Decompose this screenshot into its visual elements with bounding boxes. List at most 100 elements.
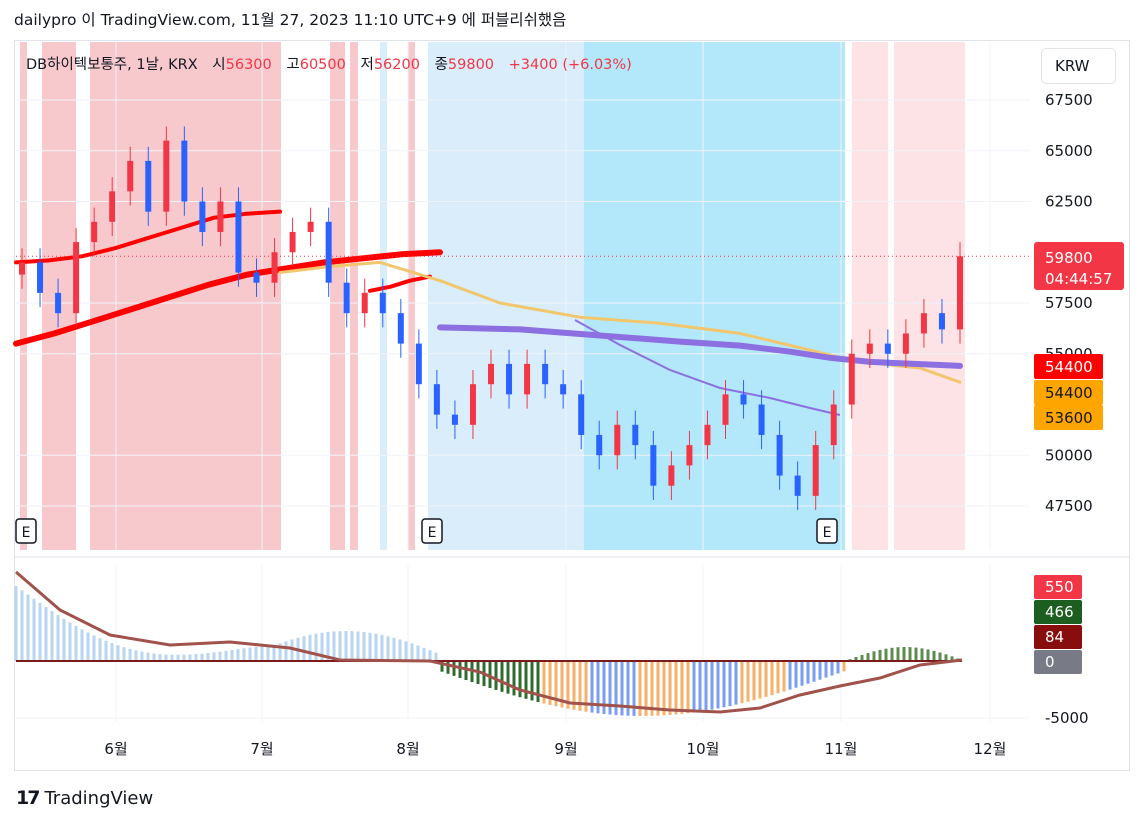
histogram-bar	[422, 647, 426, 661]
histogram-bar	[494, 661, 498, 690]
candle-body	[325, 221, 332, 283]
histogram-bar	[188, 654, 192, 661]
publisher-name[interactable]: dailypro	[14, 11, 77, 29]
histogram-bar	[308, 634, 312, 661]
histogram-bar	[410, 643, 414, 661]
osc-value-badge	[1034, 625, 1082, 649]
histogram-bar	[194, 654, 198, 661]
candle-body	[938, 313, 945, 330]
y-tick-label: 50000	[1045, 446, 1093, 464]
highlight-band	[90, 42, 281, 550]
histogram-bar	[56, 615, 60, 661]
histogram-bar	[554, 661, 558, 707]
histogram-bar	[74, 625, 78, 661]
y-tick-label: 67500	[1045, 91, 1093, 109]
x-tick-label: 10월	[687, 740, 720, 758]
histogram-bar	[788, 661, 792, 690]
histogram-bar	[854, 657, 858, 661]
candle-body	[830, 404, 837, 446]
highlight-band	[330, 42, 345, 550]
candle-body	[578, 394, 585, 435]
histogram-bar	[674, 661, 678, 715]
histogram-bar	[260, 646, 264, 661]
candle-body	[73, 242, 80, 314]
histogram-bar	[182, 654, 186, 661]
candle-body	[271, 252, 278, 283]
earnings-marker	[816, 518, 838, 544]
histogram-bar	[524, 661, 528, 699]
candle-body	[235, 201, 242, 273]
histogram-bar	[380, 634, 384, 661]
histogram-bar	[728, 661, 732, 707]
low-value: 56200	[373, 57, 420, 73]
histogram-bar	[116, 645, 120, 661]
histogram-bar	[860, 654, 864, 661]
histogram-bar	[824, 661, 828, 678]
histogram-bar	[488, 661, 492, 689]
candle-body	[451, 414, 458, 425]
histogram-bar	[800, 661, 804, 686]
histogram-bar	[458, 661, 462, 678]
histogram-bar	[170, 654, 174, 661]
currency-selector[interactable]: KRW	[1041, 48, 1116, 84]
last-price-badge	[1034, 242, 1124, 290]
histogram-bar	[452, 661, 456, 676]
tradingview-logo-icon: 17	[16, 787, 40, 809]
candle-body	[145, 160, 152, 212]
candle-body	[307, 221, 314, 232]
histogram-bar	[908, 647, 912, 661]
ma-red-fast-line	[368, 274, 432, 293]
chart-frame[interactable]	[14, 40, 1130, 771]
histogram-bar	[98, 638, 102, 661]
histogram-bar	[542, 661, 546, 704]
histogram-bar	[212, 652, 216, 661]
tradingview-brand[interactable]: 17 TradingView	[16, 787, 153, 809]
histogram-bar	[752, 661, 756, 701]
osc-value-badge	[1034, 650, 1082, 674]
symbol-info[interactable]: DB하이텍보통주, 1날, KRX	[26, 57, 198, 73]
histogram-bar	[614, 661, 618, 716]
histogram-bar	[434, 652, 438, 661]
histogram-bar	[626, 661, 630, 716]
histogram-bar	[500, 661, 504, 692]
candle-body	[632, 424, 639, 446]
histogram-bar	[836, 661, 840, 674]
publish-header: dailypro 이 TradingView.com, 11월 27, 2023…	[14, 8, 566, 30]
histogram-bar	[740, 661, 744, 704]
histogram-bar	[812, 661, 816, 682]
histogram-bar	[374, 633, 378, 661]
histogram-bar	[596, 661, 600, 714]
histogram-bar	[176, 654, 180, 661]
low-label: 저	[360, 57, 374, 73]
histogram-bar	[512, 661, 516, 696]
histogram-bar	[224, 650, 228, 661]
histogram-bar	[338, 631, 342, 661]
osc-y-tick-label: -5000	[1045, 709, 1089, 727]
histogram-bar	[290, 639, 294, 661]
highlight-band	[20, 42, 27, 550]
histogram-bar	[416, 645, 420, 661]
price-label-value: 53600	[1045, 409, 1093, 427]
highlight-band	[350, 42, 358, 550]
histogram-bar	[272, 644, 276, 661]
candle-body	[866, 343, 873, 354]
publish-info: 이 TradingView.com, 11월 27, 2023 11:10 UT…	[81, 11, 567, 29]
high-label: 고	[286, 57, 300, 73]
histogram-bar	[668, 661, 672, 715]
histogram-bar	[200, 653, 204, 661]
candle-body	[506, 363, 513, 395]
change-value: +3400 (+6.03%)	[508, 57, 632, 73]
candle-body	[55, 292, 62, 314]
candle-body	[848, 353, 855, 405]
histogram-bar	[440, 661, 444, 672]
candle-body	[217, 201, 224, 232]
histogram-bar	[716, 661, 720, 709]
histogram-bar	[344, 631, 348, 661]
candle-body	[524, 363, 531, 395]
histogram-bar	[878, 649, 882, 661]
histogram-bar	[368, 632, 372, 661]
histogram-bar	[662, 661, 666, 716]
candle-body	[343, 282, 350, 314]
histogram-bar	[890, 647, 894, 661]
